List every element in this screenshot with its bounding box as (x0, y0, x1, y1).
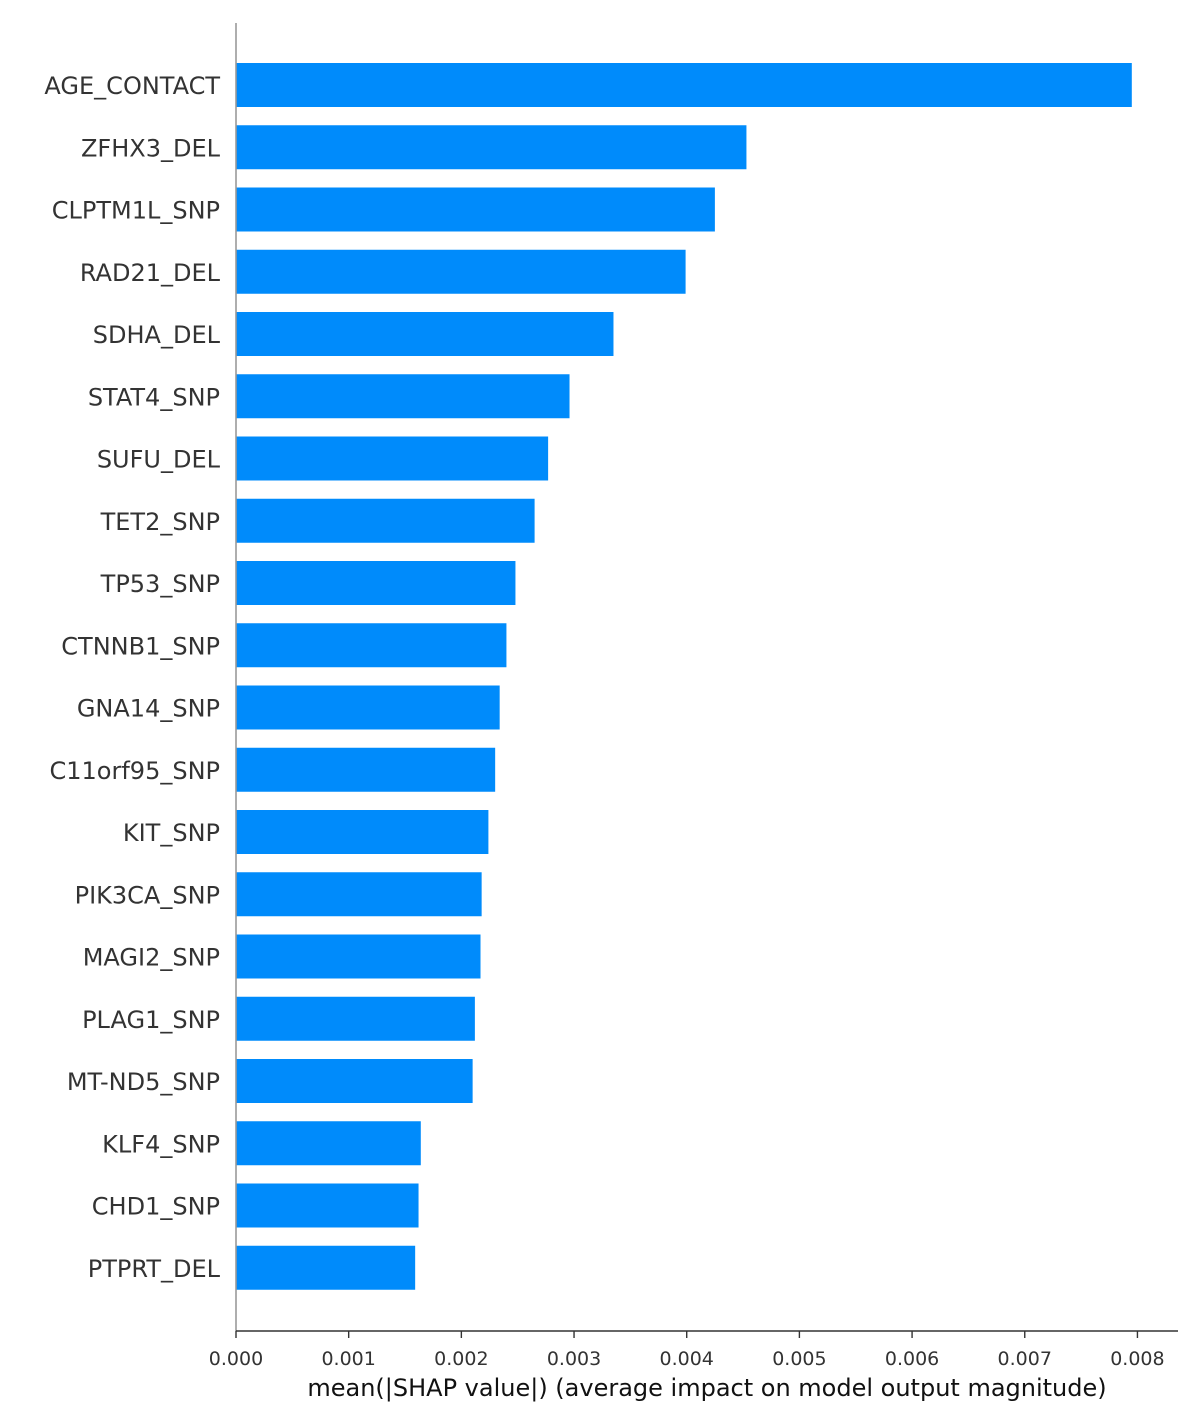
feature-label: PIK3CA_SNP (75, 881, 220, 909)
x-axis: 0.000 0.001 0.002 0.003 0.004 0.005 0.006 0.007… (209, 23, 1178, 1370)
feature-label: SUFU_DEL (97, 446, 221, 474)
bar-rad21_del (236, 249, 686, 294)
bar-ctnnb1_snp (236, 623, 507, 668)
bar-klf4_snp (236, 1121, 421, 1166)
bar-stat4_snp (236, 374, 570, 419)
x-tick-label: 0.008 (1110, 1348, 1164, 1370)
bar-pik3ca_snp (236, 872, 482, 917)
feature-label: MAGI2_SNP (83, 944, 220, 972)
bar-ptprt_del (236, 1245, 416, 1290)
feature-label: KLF4_SNP (102, 1130, 220, 1158)
feature-label: SDHA_DEL (93, 321, 221, 349)
feature-label: STAT4_SNP (88, 383, 220, 411)
bar-magi2_snp (236, 934, 481, 979)
bar-kit_snp (236, 810, 489, 854)
feature-label: AGE_CONTACT (44, 72, 220, 100)
feature-label: CTNNB1_SNP (61, 632, 220, 660)
feature-label: MT-ND5_SNP (67, 1068, 220, 1096)
x-tick-label: 0.005 (772, 1348, 826, 1370)
bar-c11orf95_snp (236, 747, 496, 792)
bar-sdha_del (236, 312, 614, 356)
x-tick-label: 0.003 (547, 1348, 601, 1370)
bar-tp53_snp (236, 561, 516, 605)
bar-gna14_snp (236, 685, 500, 730)
x-axis-title: mean(|SHAP value|) (average impact on mo… (307, 1374, 1106, 1402)
bar-chd1_snp (236, 1183, 419, 1228)
bar-tet2_snp (236, 498, 535, 543)
x-tick-label: 0.000 (209, 1348, 263, 1370)
feature-label: ZFHX3_DEL (81, 134, 221, 162)
feature-label: C11orf95_SNP (50, 757, 221, 785)
feature-label: KIT_SNP (123, 819, 220, 847)
feature-label: CHD1_SNP (92, 1193, 220, 1221)
x-tick-label: 0.004 (660, 1348, 714, 1370)
bar-clptm1l_snp (236, 187, 715, 232)
bars-layer (236, 63, 1132, 1290)
bar-plag1_snp (236, 996, 475, 1041)
feature-label: PLAG1_SNP (82, 1006, 220, 1034)
feature-label: PTPRT_DEL (88, 1255, 221, 1283)
feature-label: TP53_SNP (100, 570, 220, 598)
bar-zfhx3_del (236, 125, 747, 170)
bar-age_contact (236, 63, 1132, 107)
x-tick-label: 0.007 (998, 1348, 1052, 1370)
feature-label: CLPTM1L_SNP (52, 197, 220, 225)
x-tick-label: 0.006 (885, 1348, 939, 1370)
feature-label: GNA14_SNP (77, 695, 220, 723)
x-tick-label: 0.002 (434, 1348, 488, 1370)
bar-mt-nd5_snp (236, 1059, 473, 1103)
bar-sufu_del (236, 436, 549, 481)
feature-label: TET2_SNP (100, 508, 220, 536)
x-tick-label: 0.001 (321, 1348, 375, 1370)
feature-label: RAD21_DEL (80, 259, 221, 287)
feature-labels-layer: AGE_CONTACT ZFHX3_DEL CLPTM1L_SNP RAD21_DEL… (44, 72, 220, 1283)
